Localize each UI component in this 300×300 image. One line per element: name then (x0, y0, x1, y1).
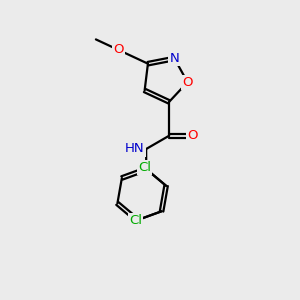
Text: Cl: Cl (138, 161, 151, 174)
Text: O: O (182, 76, 193, 88)
Text: N: N (169, 52, 179, 65)
Text: O: O (188, 129, 198, 142)
Text: O: O (113, 44, 124, 56)
Text: HN: HN (125, 142, 145, 155)
Text: Cl: Cl (129, 214, 142, 227)
